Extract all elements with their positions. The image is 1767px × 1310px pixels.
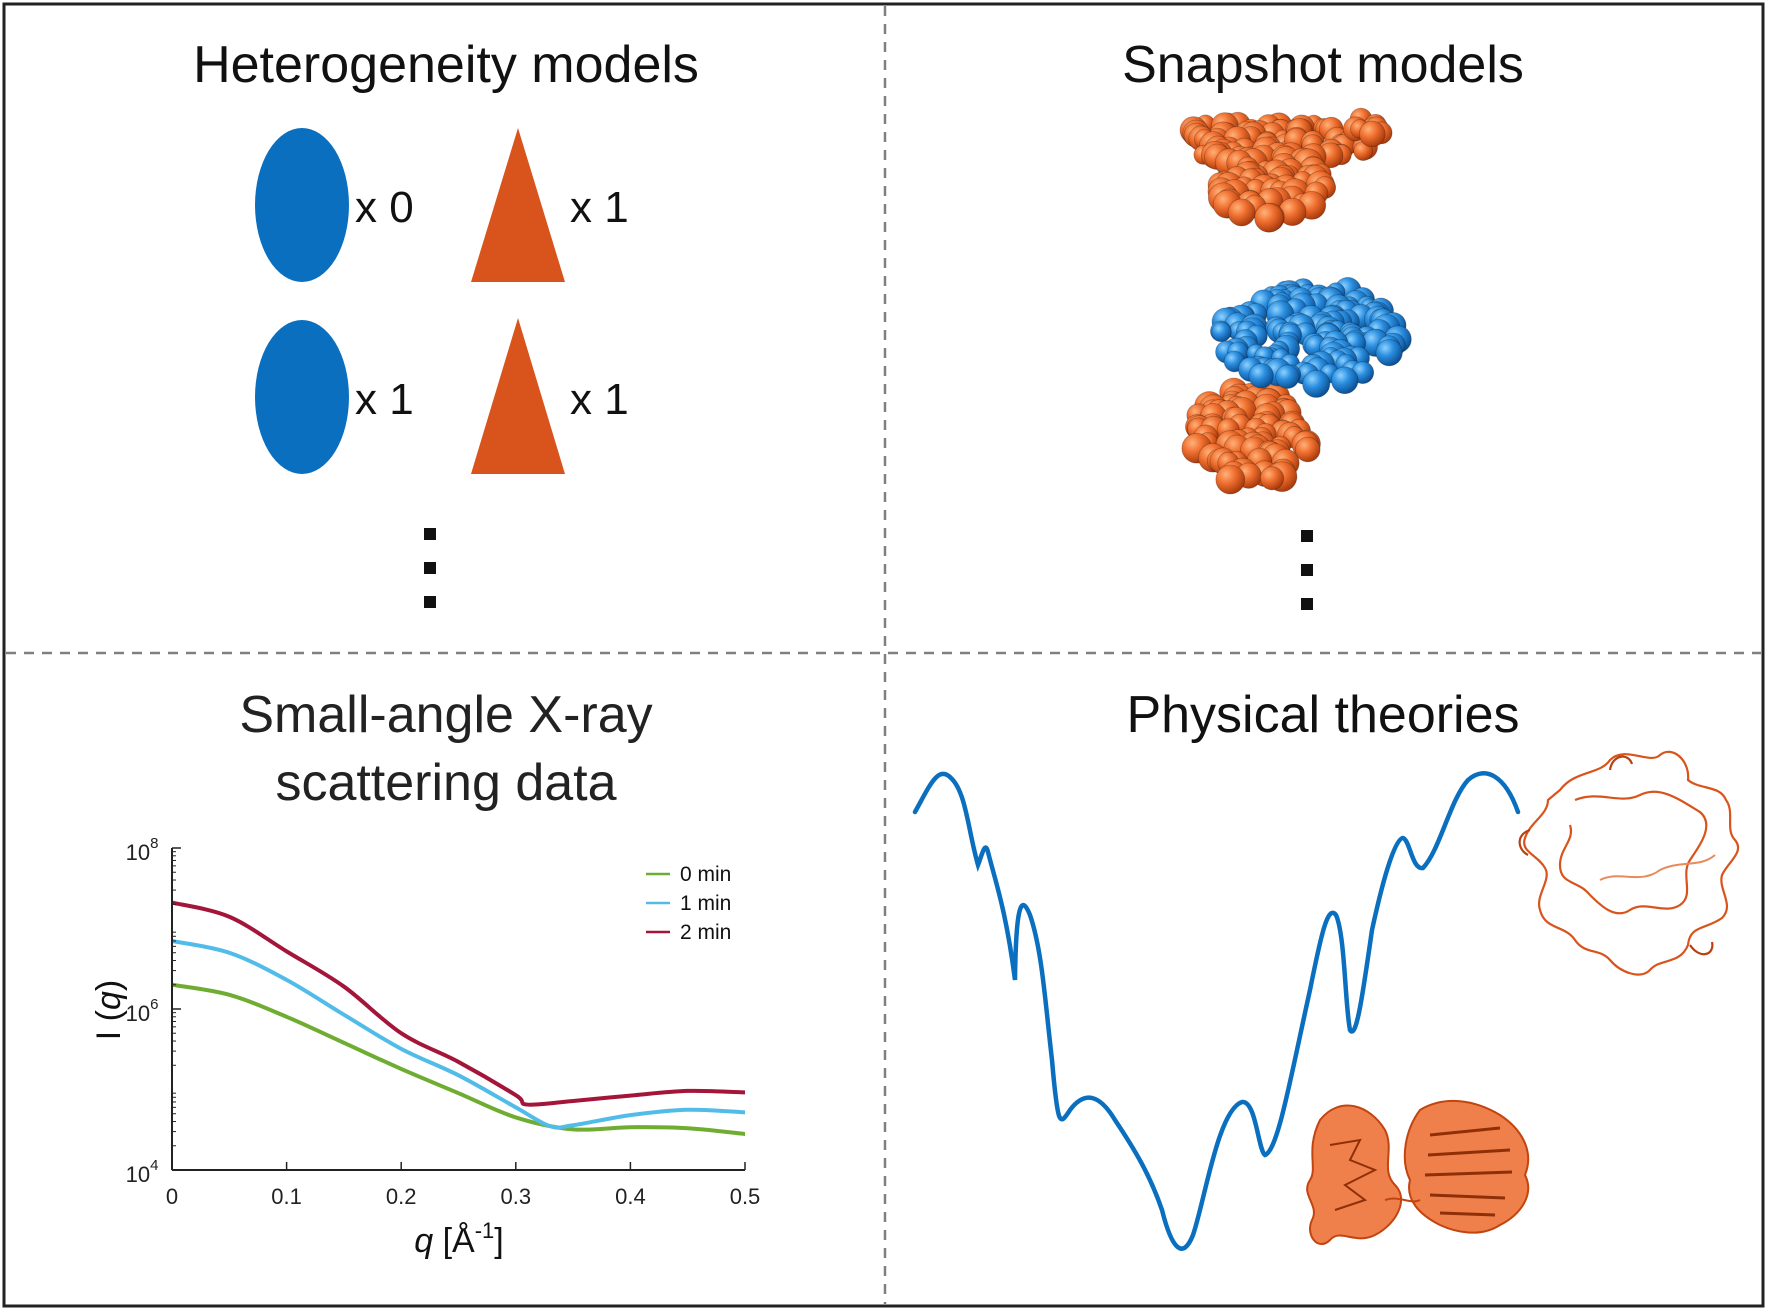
atom-sphere (1330, 366, 1359, 395)
atom-sphere (1294, 436, 1321, 463)
saxs-panel: Small-angle X-ray scattering data 0 0.1 0.… (90, 686, 760, 1260)
ellipsis-dots (1301, 530, 1313, 610)
atom-sphere (1215, 464, 1246, 495)
triangle-count-label: x 1 (570, 183, 629, 232)
heterogeneity-panel: Heterogeneity models x 0 x 1 x 1 x 1 (193, 36, 699, 608)
atom-sphere (1302, 369, 1331, 398)
atom-sphere (1358, 120, 1386, 148)
unfolded-protein-ribbon (1518, 750, 1740, 976)
energy-landscape-curve (912, 771, 1521, 1251)
x-tick-label: 0.3 (501, 1184, 532, 1209)
saxs-title-line2: scattering data (275, 754, 616, 812)
y-tick-label: 104 (126, 1157, 159, 1187)
x-tick-label: 0.2 (386, 1184, 417, 1209)
saxs-title-line1: Small-angle X-ray (239, 686, 652, 744)
ellipsis-dots (424, 528, 436, 608)
triangle-shape (471, 318, 565, 474)
x-tick-label: 0 (166, 1184, 178, 1209)
series-line (172, 982, 745, 1136)
triangle-shape (471, 128, 565, 282)
atom-sphere (1211, 321, 1232, 343)
triangle-count-label: x 1 (570, 375, 629, 424)
snapshot-model-blue-orange (1181, 277, 1412, 495)
series-line (172, 938, 745, 1130)
y-axis-label: I (q) (90, 980, 128, 1040)
atom-sphere (1254, 203, 1284, 233)
legend-label: 1 min (680, 892, 731, 915)
heterogeneity-title: Heterogeneity models (193, 36, 699, 94)
x-tick-label: 0.5 (730, 1184, 761, 1209)
legend-label: 2 min (680, 921, 731, 944)
atom-sphere (1248, 363, 1274, 389)
y-tick-label: 108 (126, 835, 159, 865)
x-tick-label: 0.1 (271, 1184, 302, 1209)
physical-panel: Physical theories (912, 686, 1740, 1251)
atom-sphere (1275, 364, 1300, 389)
atom-sphere (1375, 339, 1403, 367)
snapshot-panel: Snapshot models (1122, 36, 1524, 610)
ellipse-count-label: x 0 (355, 183, 414, 232)
chart-legend: 0 min 1 min 2 min (646, 863, 731, 944)
x-tick-label: 0.4 (615, 1184, 646, 1209)
ellipse-count-label: x 1 (355, 375, 414, 424)
snapshot-model-orange (1179, 107, 1393, 233)
ellipse-shape (255, 128, 349, 282)
x-axis-label: q [Å-1] (414, 1218, 504, 1260)
ellipse-shape (255, 320, 349, 474)
folded-protein-ribbon (1306, 1099, 1530, 1246)
atom-sphere (1227, 198, 1256, 227)
series-line (172, 900, 745, 1107)
snapshot-title: Snapshot models (1122, 36, 1524, 94)
legend-label: 0 min (680, 863, 731, 886)
saxs-chart: 0 0.1 0.2 0.3 0.4 0.5 108 106 104 0 min 1 min 2 mi… (126, 835, 761, 1209)
y-tick-label: 106 (126, 996, 159, 1026)
atom-sphere (1259, 466, 1285, 491)
physical-title: Physical theories (1126, 686, 1519, 744)
